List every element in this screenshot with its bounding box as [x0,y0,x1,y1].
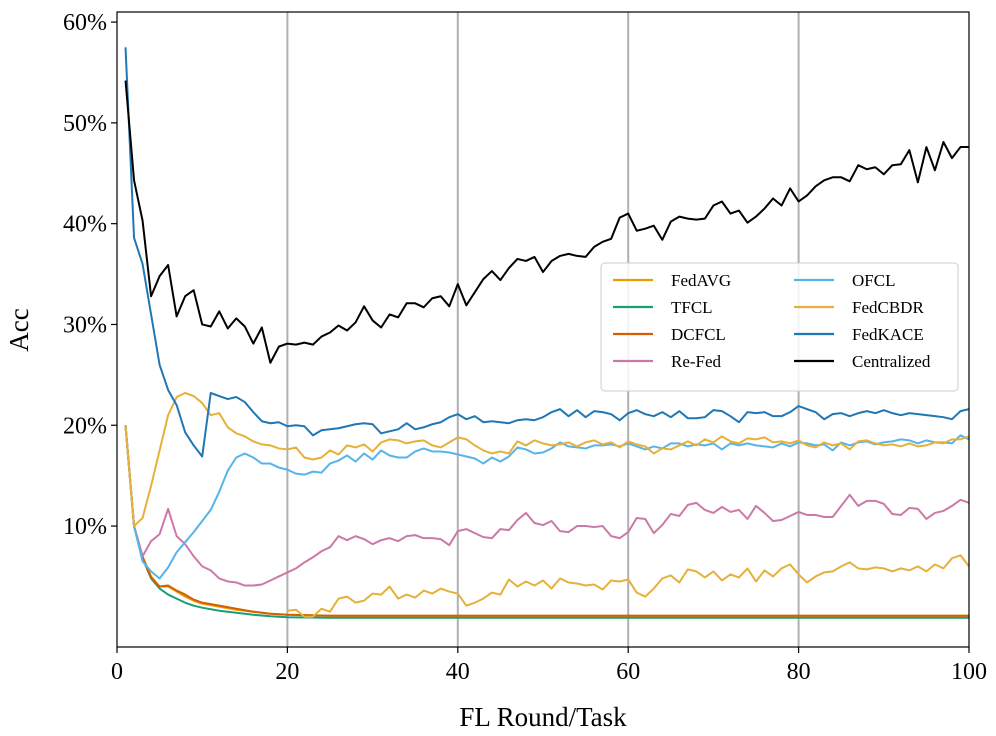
series-lines [124,47,970,619]
x-tick-label-100: 100 [951,659,987,685]
legend-label-centralized: Centralized [852,352,931,371]
legend-label-dcfcl: DCFCL [671,325,726,344]
y-tick-label-20: 20% [63,413,107,439]
legend: FedAVG TFCL DCFCL Re-Fed OFCL FedCBDR FedKACE C… [600,262,959,392]
series-line-fedkace-7 [124,47,970,458]
series-line-fedcbdr-6 [287,554,970,618]
y-axis-title: Acc [4,308,34,351]
series-line-ofcl-4 [124,425,970,580]
y-tick-label-10: 10% [63,514,107,540]
x-tick-label-20: 20 [275,659,299,685]
legend-label-re-fed: Re-Fed [671,352,722,371]
series-line-fedcbdr-5 [124,392,970,528]
y-tick-label-50: 50% [63,111,107,137]
x-tick-label-40: 40 [446,659,470,685]
x-tick-label-80: 80 [787,659,811,685]
y-tick-label-30: 30% [63,312,107,338]
legend-label-fedavg: FedAVG [671,271,731,290]
y-tick-label-60: 60% [63,10,107,36]
x-tick-label-0: 0 [111,659,123,685]
series-line-re-fed-3 [124,425,970,587]
legend-box [600,262,959,392]
y-tick-label-40: 40% [63,212,107,238]
legend-label-fedcbdr: FedCBDR [852,298,924,317]
series-line-centralized-8 [124,80,969,364]
axis-ticks: 0 20 40 60 80 100 10% 20% 30% 40% 50% 60% [63,10,987,685]
series-line-dcfcl-2 [124,425,969,617]
legend-label-tfcl: TFCL [671,298,713,317]
plot-frame [116,11,970,648]
legend-label-fedkace: FedKACE [852,325,924,344]
x-axis-title: FL Round/Task [459,702,627,732]
x-tick-label-60: 60 [616,659,640,685]
legend-label-ofcl: OFCL [852,271,895,290]
